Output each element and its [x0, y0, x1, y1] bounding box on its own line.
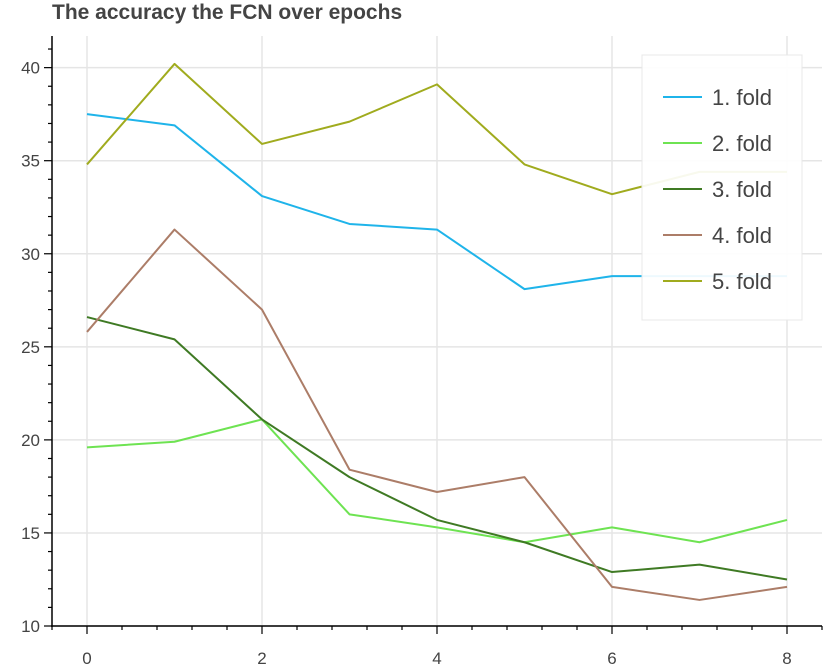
x-tick-label: 2 — [257, 649, 266, 668]
legend-label: 4. fold — [712, 223, 772, 248]
series-line-fold-4 — [86, 228, 788, 601]
series-line-fold-3 — [86, 316, 788, 581]
x-tick-label: 6 — [607, 649, 616, 668]
series-line-fold-2 — [86, 418, 788, 544]
x-tick-label: 0 — [82, 649, 91, 668]
x-tick-label: 4 — [432, 649, 441, 668]
legend-label: 2. fold — [712, 131, 772, 156]
legend-label: 1. fold — [712, 85, 772, 110]
y-tick-label: 10 — [21, 617, 40, 636]
legend-label: 5. fold — [712, 269, 772, 294]
chart-title: The accuracy the FCN over epochs — [52, 1, 403, 24]
legend-label: 3. fold — [712, 177, 772, 202]
y-tick-label: 15 — [21, 524, 40, 543]
y-tick-label: 20 — [21, 431, 40, 450]
y-tick-label: 35 — [21, 152, 40, 171]
y-tick-label: 40 — [21, 59, 40, 78]
x-tick-label: 8 — [782, 649, 791, 668]
legend-box — [641, 54, 803, 321]
y-tick-label: 25 — [21, 338, 40, 357]
y-tick-label: 30 — [21, 245, 40, 264]
